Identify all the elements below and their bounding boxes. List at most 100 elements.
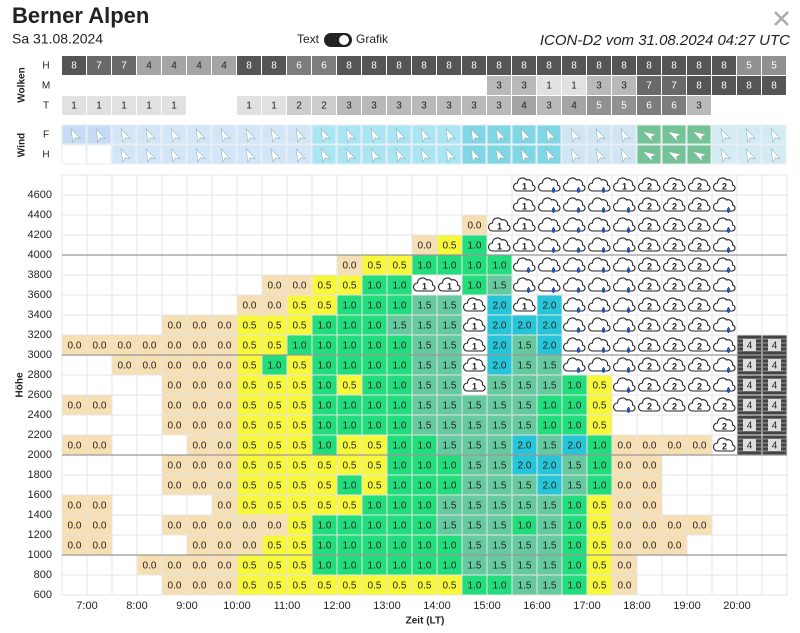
climb-cell <box>237 435 262 455</box>
cloud-icon-value: 2 <box>722 181 727 191</box>
climb-value: 0.0 <box>618 501 632 512</box>
climb-value: 1.5 <box>468 441 482 452</box>
climb-cell <box>437 555 462 575</box>
cloud-icon <box>562 277 586 292</box>
grid-cell <box>136 234 163 256</box>
toggle-graphic-label[interactable]: Grafik <box>356 32 389 46</box>
grid-cell <box>361 174 388 196</box>
striped-label-box <box>743 339 756 351</box>
climb-cell <box>262 315 287 335</box>
climb-value: 1.5 <box>543 541 557 552</box>
cloud-value: 1 <box>121 101 127 112</box>
cloud-icon-value: 2 <box>647 341 652 351</box>
grid-cell <box>136 514 163 536</box>
rain-drop <box>626 386 631 394</box>
cloud-cell <box>262 56 286 75</box>
cloud-cell <box>737 76 761 95</box>
climb-cell <box>312 395 337 415</box>
grid-cell <box>111 294 138 316</box>
climb-cell <box>262 475 287 495</box>
climb-value: 2.0 <box>518 321 532 332</box>
rain-drop <box>576 206 581 214</box>
grid-cell <box>211 194 238 216</box>
climb-value: 0.0 <box>643 461 657 472</box>
climb-value: 1.5 <box>468 461 482 472</box>
cloud-icon-value: 1 <box>497 221 502 231</box>
climb-cell <box>262 355 287 375</box>
grid-cell <box>86 274 113 296</box>
cloud-icon-value: 1 <box>522 201 527 211</box>
climb-cell <box>187 335 212 355</box>
cloud-value: 1 <box>96 101 102 112</box>
climb-cell <box>362 255 387 275</box>
climb-cell <box>187 535 212 555</box>
climb-value: 0.5 <box>418 581 432 592</box>
climb-value: 1.0 <box>293 341 307 352</box>
climb-cell <box>487 275 512 295</box>
climb-cell <box>262 335 287 355</box>
climb-cell <box>362 415 387 435</box>
climb-cell <box>187 315 212 335</box>
cloud-value: 3 <box>546 101 552 112</box>
cloud-value: 3 <box>521 81 527 92</box>
close-button[interactable] <box>774 11 789 26</box>
cloud-cell <box>762 76 786 95</box>
climb-value: 1.0 <box>468 581 482 592</box>
climb-value: 1.5 <box>493 501 507 512</box>
cloud-icon <box>662 177 686 192</box>
climb-value: 0.0 <box>168 581 182 592</box>
clouds-label: Wolken <box>17 67 28 102</box>
grid-cell <box>186 254 213 276</box>
cloud-value: 3 <box>696 101 702 112</box>
grid-cell <box>711 534 738 556</box>
wind-arrow <box>320 127 331 143</box>
climb-cell <box>437 455 462 475</box>
cloud-cell <box>312 96 336 115</box>
climb-cell <box>162 375 187 395</box>
grid-cell <box>686 534 713 556</box>
y-tick-label: 3400 <box>28 309 52 321</box>
cloud-icon <box>537 217 561 232</box>
cloud-cell <box>62 56 86 75</box>
grid-cell <box>336 174 363 196</box>
cloud-icon <box>412 277 436 292</box>
climb-cell <box>412 315 437 335</box>
grid-cell <box>761 254 788 276</box>
climb-value: 0.0 <box>218 321 232 332</box>
cloud-cell <box>662 96 686 115</box>
cloud-cell-empty <box>237 76 261 95</box>
x-tick-label: 8:00 <box>126 600 147 612</box>
climb-cell <box>287 355 312 375</box>
striped-label-box <box>768 379 781 391</box>
climb-value: 1.0 <box>418 441 432 452</box>
grid-cell <box>111 194 138 216</box>
cloud-icon <box>612 237 636 252</box>
grid-cell <box>386 174 413 196</box>
cloud-cell <box>437 96 461 115</box>
title: Berner Alpen <box>12 3 149 28</box>
rain-drop <box>601 366 606 374</box>
climb-value: 0.5 <box>243 401 257 412</box>
climb-cell <box>462 455 487 475</box>
climb-cell <box>362 295 387 315</box>
cloud-icon <box>537 257 561 272</box>
climb-value: 1.5 <box>518 361 532 372</box>
climb-cell <box>612 515 637 535</box>
climb-value: 2.0 <box>543 341 557 352</box>
climb-value: 1.0 <box>593 481 607 492</box>
x-tick-label: 12:00 <box>323 600 351 612</box>
climb-value: 0.5 <box>593 541 607 552</box>
cloud-icon <box>712 437 736 452</box>
cloud-cell <box>537 76 561 95</box>
climb-value: 0.0 <box>218 501 232 512</box>
cloud-icon <box>712 277 736 292</box>
grid-cell <box>86 554 113 576</box>
toggle-text-label[interactable]: Text <box>297 32 320 46</box>
cloud-icon <box>487 217 511 232</box>
cloud-value: 8 <box>771 81 777 92</box>
striped-label-box <box>768 439 781 451</box>
climb-value: 1.5 <box>543 501 557 512</box>
climb-cell <box>237 495 262 515</box>
climb-cell <box>287 295 312 315</box>
cloud-icon-value: 2 <box>647 321 652 331</box>
